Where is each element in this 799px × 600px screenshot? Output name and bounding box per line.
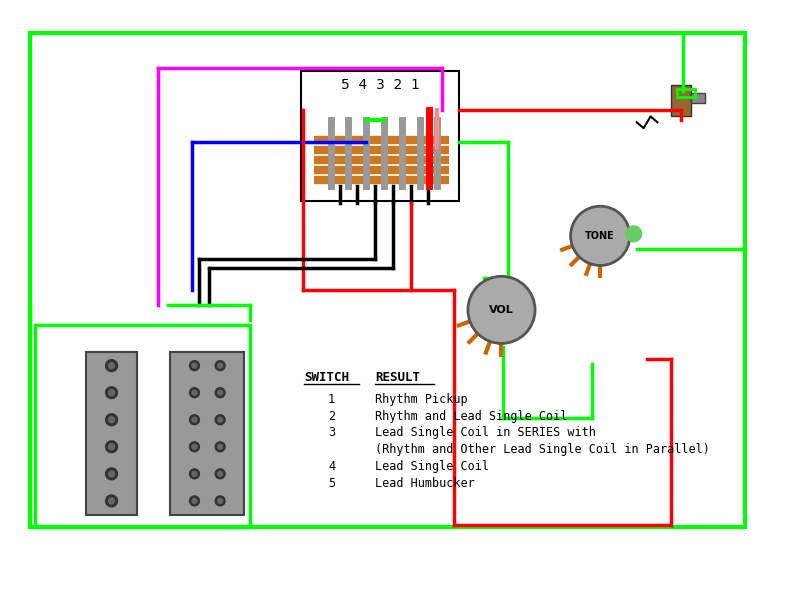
Text: 5: 5 xyxy=(328,477,336,490)
Circle shape xyxy=(217,390,223,395)
Text: (Rhythm and Other Lead Single Coil in Parallel): (Rhythm and Other Lead Single Coil in Pa… xyxy=(375,443,710,456)
Text: 4: 4 xyxy=(328,460,336,473)
Text: SWITCH: SWITCH xyxy=(304,371,349,384)
Circle shape xyxy=(109,362,114,368)
Circle shape xyxy=(215,496,225,506)
Circle shape xyxy=(217,445,223,449)
Circle shape xyxy=(217,417,223,422)
Circle shape xyxy=(109,417,114,423)
Circle shape xyxy=(105,441,117,453)
Circle shape xyxy=(570,206,630,265)
Circle shape xyxy=(217,363,223,368)
Circle shape xyxy=(109,444,114,450)
Circle shape xyxy=(109,390,114,395)
Text: VOL: VOL xyxy=(489,305,514,315)
Text: RESULT: RESULT xyxy=(375,371,420,384)
Circle shape xyxy=(105,495,117,507)
Text: Lead Single Coil in SERIES with: Lead Single Coil in SERIES with xyxy=(375,427,596,439)
Bar xyxy=(671,85,691,116)
Circle shape xyxy=(105,387,117,398)
Circle shape xyxy=(468,277,535,343)
Bar xyxy=(170,352,244,515)
Text: Lead Single Coil: Lead Single Coil xyxy=(375,460,489,473)
Bar xyxy=(30,34,745,527)
Circle shape xyxy=(105,360,117,371)
Circle shape xyxy=(189,388,200,398)
Circle shape xyxy=(109,498,114,504)
Circle shape xyxy=(192,499,197,503)
Text: 3: 3 xyxy=(328,427,336,439)
Text: 2: 2 xyxy=(328,410,336,422)
Circle shape xyxy=(217,472,223,476)
Circle shape xyxy=(192,417,197,422)
Bar xyxy=(691,92,705,103)
Text: 1: 1 xyxy=(328,393,336,406)
Circle shape xyxy=(215,469,225,479)
Text: Rhythm Pickup: Rhythm Pickup xyxy=(375,393,467,406)
Text: TONE: TONE xyxy=(586,231,615,241)
Circle shape xyxy=(215,442,225,452)
Bar xyxy=(85,352,137,515)
Bar xyxy=(678,89,695,97)
Circle shape xyxy=(189,415,200,425)
Circle shape xyxy=(189,361,200,371)
Bar xyxy=(34,325,250,527)
Circle shape xyxy=(192,363,197,368)
Bar xyxy=(301,71,459,201)
Circle shape xyxy=(192,390,197,395)
Circle shape xyxy=(105,468,117,480)
Circle shape xyxy=(626,226,642,242)
Text: Lead Humbucker: Lead Humbucker xyxy=(375,477,475,490)
Circle shape xyxy=(189,442,200,452)
Circle shape xyxy=(192,445,197,449)
Circle shape xyxy=(215,388,225,398)
Circle shape xyxy=(189,496,200,506)
Circle shape xyxy=(215,361,225,371)
Circle shape xyxy=(215,415,225,425)
Circle shape xyxy=(217,499,223,503)
Circle shape xyxy=(192,472,197,476)
Text: 5  4  3  2  1: 5 4 3 2 1 xyxy=(340,78,419,92)
Circle shape xyxy=(105,414,117,425)
Text: Rhythm and Lead Single Coil: Rhythm and Lead Single Coil xyxy=(375,410,567,422)
Circle shape xyxy=(109,471,114,477)
Circle shape xyxy=(189,469,200,479)
